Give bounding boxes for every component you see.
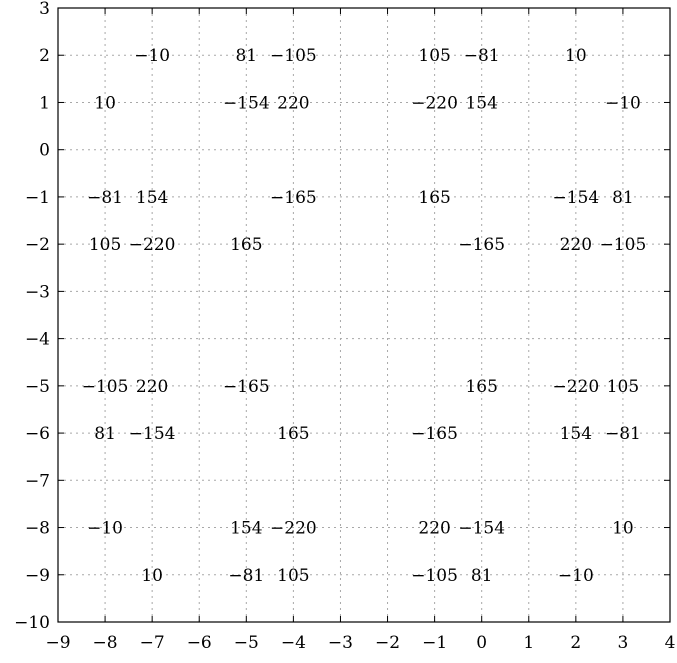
data-point-label: 220 <box>418 519 450 539</box>
x-tick-label: −9 <box>45 633 70 653</box>
data-point-label: 81 <box>471 566 493 586</box>
y-tick-label: 2 <box>39 46 50 66</box>
data-point-label: 81 <box>235 46 257 66</box>
data-point-label: 10 <box>612 519 634 539</box>
axis-ticks <box>57 7 671 623</box>
data-point-label: −105 <box>600 235 647 255</box>
y-tick-label: −3 <box>25 282 50 302</box>
data-point-label: 10 <box>141 566 163 586</box>
data-point-label: −10 <box>605 93 641 113</box>
data-point-label: 81 <box>612 188 634 208</box>
x-tick-label: 3 <box>618 633 629 653</box>
grid-lines <box>58 8 670 622</box>
y-tick-label: 3 <box>39 0 50 19</box>
x-tick-label: 4 <box>665 633 676 653</box>
x-tick-label: −5 <box>234 633 259 653</box>
data-point-label: 105 <box>607 377 639 397</box>
data-point-label: 154 <box>465 93 497 113</box>
data-point-label: 81 <box>94 424 116 444</box>
data-point-label: 105 <box>418 46 450 66</box>
x-tick-label: −4 <box>281 633 306 653</box>
data-point-label: 220 <box>277 93 309 113</box>
x-tick-label: −6 <box>187 633 212 653</box>
data-point-label: −165 <box>223 377 270 397</box>
data-point-label: −165 <box>411 424 458 444</box>
x-tick-label: 0 <box>476 633 487 653</box>
data-point-label: −165 <box>458 235 505 255</box>
data-point-label: −220 <box>270 519 317 539</box>
y-tick-label: 0 <box>39 141 50 161</box>
data-point-label: 165 <box>230 235 262 255</box>
data-point-label: 105 <box>277 566 309 586</box>
data-point-label: 165 <box>465 377 497 397</box>
x-tick-label: −8 <box>93 633 118 653</box>
data-point-label: 105 <box>89 235 121 255</box>
y-tick-label: −6 <box>25 424 50 444</box>
plot-frame <box>57 7 671 623</box>
data-point-label: 220 <box>136 377 168 397</box>
y-tick-label: 1 <box>39 93 50 113</box>
data-point-label: −81 <box>605 424 641 444</box>
data-point-label: −105 <box>411 566 458 586</box>
data-point-label: 154 <box>136 188 168 208</box>
data-point-label: 10 <box>565 46 587 66</box>
data-point-label: −220 <box>129 235 176 255</box>
data-point-label: −10 <box>87 519 123 539</box>
x-tick-label: −1 <box>422 633 447 653</box>
data-labels: −10 81 −105 105 −81 10 10 −154 220 −220 154 −10 −81 1… <box>82 46 647 586</box>
tick-labels: −9 −8 −7 −6 −5 −4 −3 −2 −1 0 1 2 3 43210−1−2−3−4−5−6−… <box>14 0 675 653</box>
data-point-label: −81 <box>87 188 123 208</box>
y-tick-label: −4 <box>25 330 50 350</box>
data-point-label: 10 <box>94 93 116 113</box>
data-point-label: 154 <box>560 424 592 444</box>
y-tick-label: −7 <box>25 471 50 491</box>
data-point-label: 165 <box>418 188 450 208</box>
data-point-label: −154 <box>129 424 176 444</box>
y-tick-label: −1 <box>25 188 50 208</box>
x-tick-label: −3 <box>328 633 353 653</box>
data-point-label: −10 <box>134 46 170 66</box>
y-tick-label: −8 <box>25 519 50 539</box>
data-point-label: −154 <box>223 93 270 113</box>
data-point-label: 165 <box>277 424 309 444</box>
x-tick-label: −7 <box>140 633 165 653</box>
x-tick-label: 2 <box>570 633 581 653</box>
y-tick-label: −5 <box>25 377 50 397</box>
x-tick-label: 1 <box>523 633 534 653</box>
data-point-label: −154 <box>552 188 599 208</box>
y-tick-label: −10 <box>14 613 50 633</box>
data-point-label: 154 <box>230 519 262 539</box>
data-point-label: 220 <box>560 235 592 255</box>
data-point-label: −165 <box>270 188 317 208</box>
data-point-label: −81 <box>228 566 264 586</box>
data-point-label: −105 <box>270 46 317 66</box>
x-tick-label: −2 <box>375 633 400 653</box>
data-point-label: −154 <box>458 519 505 539</box>
data-point-label: −220 <box>411 93 458 113</box>
data-point-label: −81 <box>464 46 500 66</box>
y-tick-label: −9 <box>25 566 50 586</box>
data-point-label: −220 <box>552 377 599 397</box>
data-point-label: −10 <box>558 566 594 586</box>
y-tick-label: −2 <box>25 235 50 255</box>
data-point-label: −105 <box>82 377 129 397</box>
